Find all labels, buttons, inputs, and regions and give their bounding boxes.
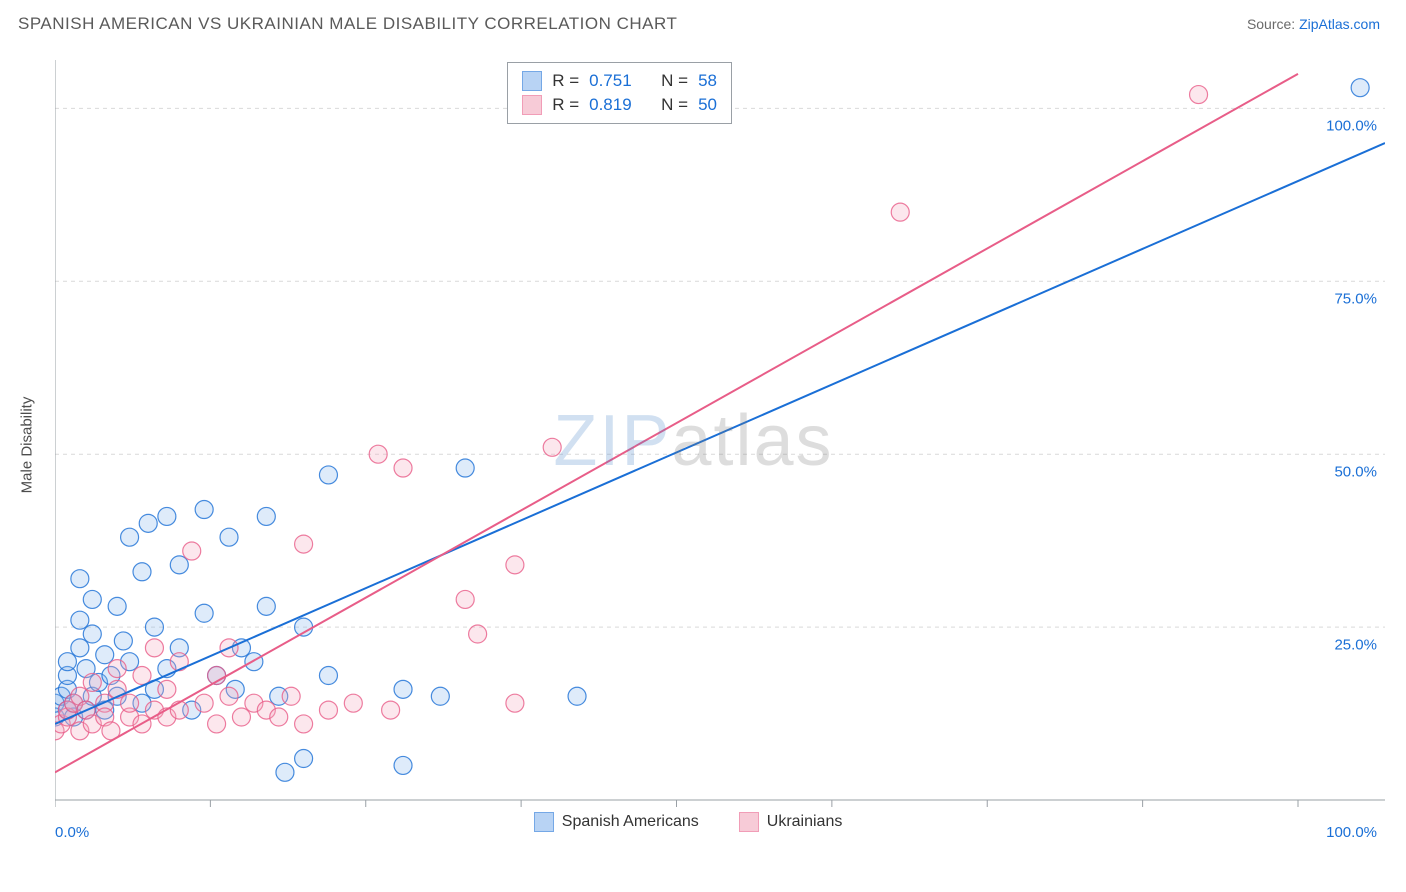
legend-r-label: R = — [552, 95, 579, 115]
source-prefix: Source: — [1247, 16, 1299, 32]
legend-swatch-icon — [522, 95, 542, 115]
legend-stats-row: R = 0.819 N = 50 — [522, 93, 717, 117]
legend-n-label: N = — [661, 95, 688, 115]
y-tick-label: 75.0% — [1334, 291, 1377, 308]
y-tick-label: 100.0% — [1326, 118, 1377, 135]
legend-swatch-icon — [534, 812, 554, 832]
legend-r-value: 0.751 — [589, 71, 632, 91]
x-min-label: 0.0% — [55, 824, 89, 841]
correlation-chart: Male Disability ZIPatlas R = 0.751 N = 5… — [55, 60, 1385, 830]
x-max-label: 100.0% — [1326, 824, 1377, 841]
legend-r-value: 0.819 — [589, 95, 632, 115]
legend-n-label: N = — [661, 71, 688, 91]
legend-n-value: 58 — [698, 71, 717, 91]
legend-stats: R = 0.751 N = 58R = 0.819 N = 50 — [507, 62, 732, 124]
legend-r-label: R = — [552, 71, 579, 91]
y-tick-label: 50.0% — [1334, 464, 1377, 481]
chart-svg — [55, 60, 1385, 830]
page-root: SPANISH AMERICAN VS UKRAINIAN MALE DISAB… — [0, 0, 1406, 892]
chart-title: SPANISH AMERICAN VS UKRAINIAN MALE DISAB… — [18, 14, 677, 34]
source-link[interactable]: ZipAtlas.com — [1299, 16, 1380, 32]
legend-series: Spanish Americans Ukrainians — [534, 812, 843, 832]
legend-series-label: Ukrainians — [767, 813, 843, 831]
legend-series-label: Spanish Americans — [562, 813, 699, 831]
legend-stats-row: R = 0.751 N = 58 — [522, 69, 717, 93]
header-bar: SPANISH AMERICAN VS UKRAINIAN MALE DISAB… — [0, 0, 1406, 44]
y-tick-label: 25.0% — [1334, 637, 1377, 654]
legend-n-value: 50 — [698, 95, 717, 115]
y-axis-label: Male Disability — [19, 397, 36, 494]
source-credit: Source: ZipAtlas.com — [1247, 16, 1380, 32]
legend-series-item: Ukrainians — [739, 812, 843, 832]
legend-swatch-icon — [739, 812, 759, 832]
legend-series-item: Spanish Americans — [534, 812, 699, 832]
legend-swatch-icon — [522, 71, 542, 91]
